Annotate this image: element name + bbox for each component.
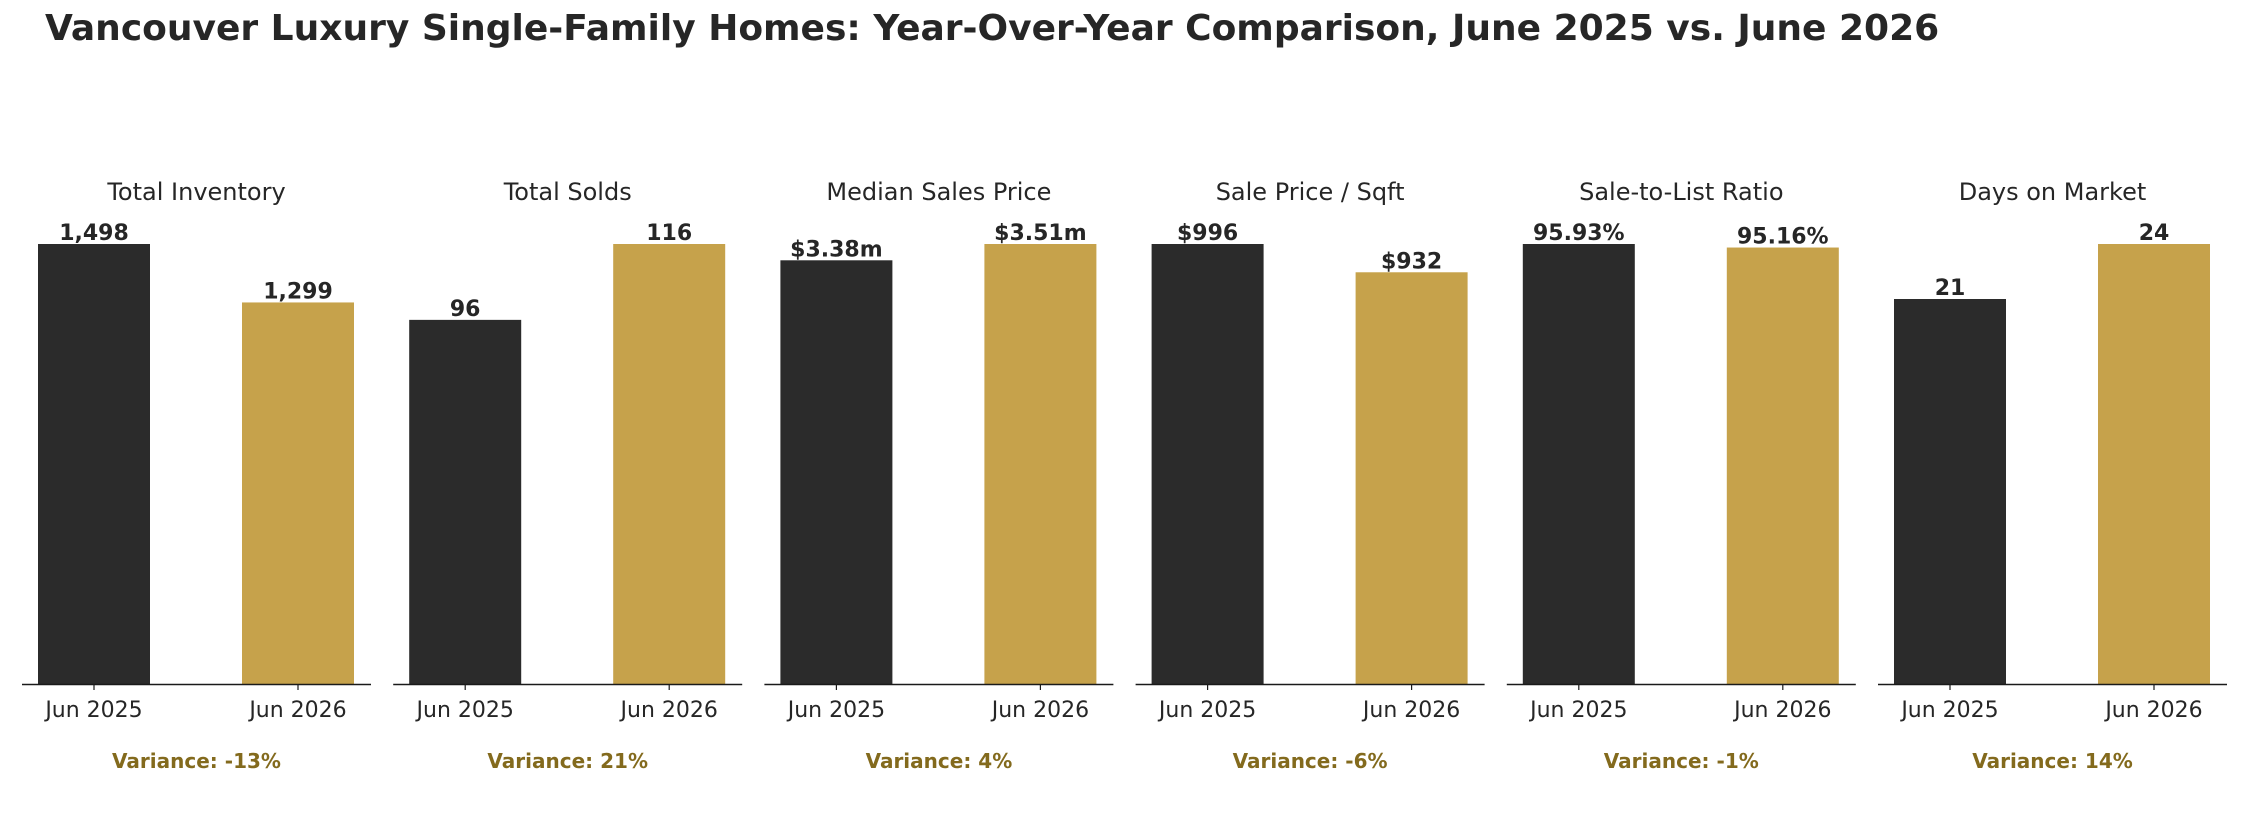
- data-label-median-sales-price-jun-2026: $3.51m: [994, 221, 1087, 246]
- bar-sale-to-list-ratio-jun-2025: [1522, 244, 1635, 684]
- variance-label-median-sales-price: Variance: 4%: [866, 749, 1013, 773]
- bar-median-sales-price-jun-2025: [780, 260, 893, 684]
- data-label-days-on-market-jun-2025: 21: [1935, 276, 1966, 301]
- data-label-median-sales-price-jun-2025: $3.38m: [790, 237, 883, 262]
- x-tick-label-sale-price-sqft-jun-2025: Jun 2025: [1157, 698, 1256, 723]
- x-tick-label-days-on-market-jun-2025: Jun 2025: [1899, 698, 1998, 723]
- bar-sale-price-sqft-jun-2026: [1355, 272, 1468, 684]
- data-label-sale-to-list-ratio-jun-2026: 95.16%: [1737, 225, 1829, 250]
- subplot-title-sale-to-list-ratio: Sale-to-List Ratio: [1579, 178, 1783, 206]
- x-tick-label-sale-price-sqft-jun-2026: Jun 2026: [1361, 698, 1460, 723]
- subplot-title-total-inventory: Total Inventory: [106, 178, 285, 206]
- x-tick-label-sale-to-list-ratio-jun-2026: Jun 2026: [1732, 698, 1831, 723]
- x-tick-label-total-solds-jun-2025: Jun 2025: [415, 698, 514, 723]
- subplot-title-days-on-market: Days on Market: [1959, 178, 2147, 206]
- data-label-sale-price-sqft-jun-2026: $932: [1381, 249, 1442, 274]
- variance-label-sale-price-sqft: Variance: -6%: [1233, 749, 1388, 773]
- x-tick-label-median-sales-price-jun-2025: Jun 2025: [786, 698, 885, 723]
- subplot-title-median-sales-price: Median Sales Price: [826, 178, 1051, 206]
- variance-label-total-inventory: Variance: -13%: [112, 749, 281, 773]
- page-title: Vancouver Luxury Single-Family Homes: Ye…: [45, 8, 1940, 49]
- data-label-total-solds-jun-2025: 96: [450, 297, 481, 322]
- x-tick-label-total-inventory-jun-2025: Jun 2025: [43, 698, 142, 723]
- variance-label-total-solds: Variance: 21%: [487, 749, 648, 773]
- bar-days-on-market-jun-2026: [2098, 244, 2210, 684]
- data-label-total-solds-jun-2026: 116: [646, 221, 692, 246]
- bar-total-solds-jun-2025: [409, 319, 522, 684]
- subplot-title-sale-price-sqft: Sale Price / Sqft: [1216, 178, 1405, 206]
- bar-total-inventory-jun-2026: [242, 302, 354, 684]
- x-tick-label-total-solds-jun-2026: Jun 2026: [619, 698, 718, 723]
- bar-median-sales-price-jun-2026: [984, 244, 1097, 684]
- x-tick-label-total-inventory-jun-2026: Jun 2026: [247, 698, 346, 723]
- data-label-total-inventory-jun-2025: 1,498: [59, 221, 129, 246]
- data-label-sale-to-list-ratio-jun-2025: 95.93%: [1533, 221, 1625, 246]
- data-label-days-on-market-jun-2026: 24: [2139, 221, 2170, 246]
- x-tick-label-days-on-market-jun-2026: Jun 2026: [2103, 698, 2202, 723]
- bar-sale-to-list-ratio-jun-2026: [1726, 247, 1839, 684]
- bar-total-solds-jun-2026: [613, 244, 726, 684]
- x-tick-label-median-sales-price-jun-2026: Jun 2026: [990, 698, 1089, 723]
- variance-label-days-on-market: Variance: 14%: [1972, 749, 2133, 773]
- bar-total-inventory-jun-2025: [38, 244, 150, 684]
- bar-days-on-market-jun-2025: [1894, 299, 2006, 684]
- variance-label-sale-to-list-ratio: Variance: -1%: [1604, 749, 1759, 773]
- bar-sale-price-sqft-jun-2025: [1151, 244, 1264, 684]
- data-label-total-inventory-jun-2026: 1,299: [263, 279, 333, 304]
- data-label-sale-price-sqft-jun-2025: $996: [1177, 221, 1238, 246]
- x-tick-label-sale-to-list-ratio-jun-2025: Jun 2025: [1528, 698, 1627, 723]
- subplot-title-total-solds: Total Solds: [503, 178, 632, 206]
